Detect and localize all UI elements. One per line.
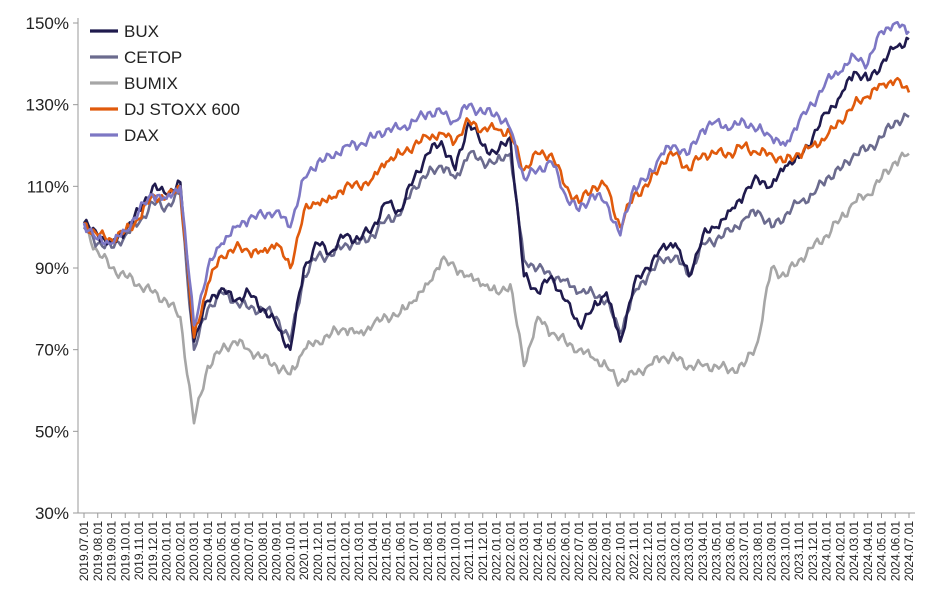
x-tick-label: 2022.08.01 [586, 521, 600, 581]
x-tick-label: 2024.01.01 [820, 521, 834, 581]
x-tick-label: 2023.02.01 [668, 521, 682, 581]
x-tick-label: 2022.10.01 [613, 521, 627, 581]
series-line-bumix [82, 151, 910, 425]
x-tick-label: 2019.07.01 [77, 521, 91, 581]
x-tick-label: 2020.04.01 [201, 521, 215, 581]
x-tick-label: 2023.05.01 [710, 521, 724, 581]
x-tick-label: 2019.12.01 [146, 521, 160, 581]
series-layer [82, 21, 911, 425]
x-tick-label: 2022.09.01 [600, 521, 614, 581]
x-tick-label: 2020.03.01 [187, 521, 201, 581]
legend-label: CETOP [124, 48, 182, 67]
x-tick-label: 2023.04.01 [696, 521, 710, 581]
x-tick-label: 2024.04.01 [861, 521, 875, 581]
series-line-dj-stoxx-600 [83, 76, 911, 339]
x-tick-label: 2023.08.01 [751, 521, 765, 581]
x-tick-label: 2021.07.01 [407, 521, 421, 581]
x-tick-label: 2020.09.01 [270, 521, 284, 581]
x-tick-label: 2020.08.01 [256, 521, 270, 581]
x-tick-label: 2020.06.01 [228, 521, 242, 581]
x-tick-label: 2021.02.01 [338, 521, 352, 581]
x-tick-label: 2020.10.01 [283, 521, 297, 581]
y-tick-label: 70% [35, 341, 69, 360]
x-tick-label: 2021.05.01 [380, 521, 394, 581]
x-tick-label: 2023.10.01 [778, 521, 792, 581]
x-tick-label: 2024.05.01 [875, 521, 889, 581]
x-tick-label: 2023.03.01 [682, 521, 696, 581]
x-tick-label: 2023.09.01 [765, 521, 779, 581]
x-tick-label: 2022.11.01 [627, 521, 641, 580]
y-tick-label: 130% [26, 96, 69, 115]
x-tick-label: 2020.07.01 [242, 521, 256, 581]
x-tick-label: 2022.06.01 [558, 521, 572, 581]
x-tick-label: 2024.06.01 [888, 521, 902, 581]
x-tick-label: 2023.12.01 [806, 521, 820, 581]
legend: BUX CETOP BUMIX DJ STOXX 600 DAX [90, 22, 240, 145]
x-tick-label: 2019.08.01 [91, 521, 105, 581]
x-tick-label: 2021.08.01 [421, 521, 435, 581]
x-tick-label: 2021.04.01 [366, 521, 380, 581]
x-tick-label: 2022.03.01 [517, 521, 531, 581]
y-tick-label: 150% [26, 14, 69, 33]
x-tick-label: 2023.07.01 [737, 521, 751, 581]
x-tick-label: 2021.09.01 [435, 521, 449, 581]
x-tick-label: 2022.01.01 [490, 521, 504, 581]
x-tick-label: 2020.12.01 [311, 521, 325, 581]
x-tick-label: 2022.02.01 [503, 521, 517, 581]
x-tick-label: 2019.09.01 [105, 521, 119, 581]
x-tick-label: 2022.05.01 [545, 521, 559, 581]
y-tick-label: 110% [27, 177, 69, 196]
legend-label: DAX [124, 126, 159, 145]
x-tick-label: 2023.06.01 [723, 521, 737, 581]
x-tick-label: 2019.10.01 [118, 521, 132, 581]
x-tick-label: 2020.05.01 [215, 521, 229, 581]
x-tick-label: 2021.03.01 [352, 521, 366, 581]
x-tick-label: 2022.07.01 [572, 521, 586, 581]
x-axis: 2019.07.01 2019.08.01 2019.09.01 2019.10.01… [77, 512, 916, 581]
y-axis: 30% 50% 70% 90% 110% 130% 150% [26, 14, 79, 523]
series-line-cetop [82, 112, 910, 351]
legend-label: BUMIX [124, 74, 178, 93]
x-tick-label: 2021.01.01 [325, 521, 339, 581]
x-tick-label: 2024.07.01 [902, 521, 916, 581]
x-tick-label: 2022.12.01 [641, 521, 655, 581]
x-tick-label: 2019.11.01 [132, 521, 146, 580]
y-tick-label: 30% [35, 504, 69, 523]
x-tick-label: 2021.06.01 [393, 521, 407, 581]
series-line-dax [82, 21, 910, 327]
x-tick-label: 2021.12.01 [476, 521, 490, 581]
x-tick-label: 2024.03.01 [847, 521, 861, 581]
x-tick-label: 2022.04.01 [531, 521, 545, 581]
legend-label: BUX [124, 22, 159, 41]
x-tick-label: 2023.01.01 [655, 521, 669, 581]
x-tick-label: 2020.11.01 [297, 521, 311, 580]
x-tick-label: 2020.02.01 [173, 521, 187, 581]
legend-label: DJ STOXX 600 [124, 100, 240, 119]
series-line-bux [82, 36, 910, 351]
x-tick-label: 2021.10.01 [448, 521, 462, 581]
x-tick-label: 2024.02.01 [833, 521, 847, 581]
x-tick-label: 2020.01.01 [160, 521, 174, 581]
x-tick-label: 2021.11.01 [462, 521, 476, 580]
y-tick-label: 50% [35, 422, 69, 441]
x-tick-label: 2023.11.01 [792, 521, 806, 580]
y-tick-label: 90% [35, 259, 69, 278]
